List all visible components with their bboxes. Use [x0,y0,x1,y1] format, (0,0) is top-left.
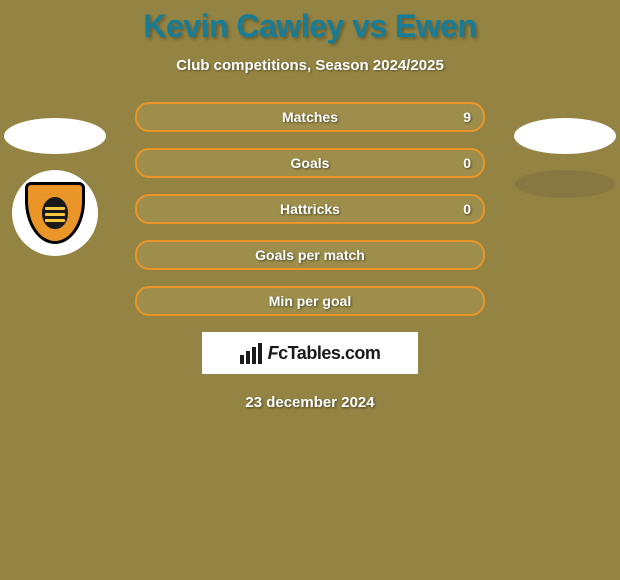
stat-row-hattricks: Hattricks 0 [135,194,485,224]
club-logo-placeholder [515,170,615,198]
brand-logo[interactable]: FcTables.com [202,332,418,374]
stat-label: Goals per match [255,247,365,263]
stat-value: 9 [463,109,471,125]
player-photo-placeholder [514,118,616,154]
left-player-column [0,118,110,256]
subtitle: Club competitions, Season 2024/2025 [0,57,620,102]
bars-chart-icon [240,343,262,364]
player-photo-placeholder [4,118,106,154]
stat-value: 0 [463,155,471,171]
right-player-column [510,118,620,214]
stat-row-goals-per-match: Goals per match [135,240,485,270]
shield-icon [25,182,85,244]
stat-value: 0 [463,201,471,217]
stat-label: Goals [291,155,330,171]
stat-row-matches: Matches 9 [135,102,485,132]
stat-label: Matches [282,109,338,125]
page-title: Kevin Cawley vs Ewen [0,0,620,57]
date-label: 23 december 2024 [135,394,485,411]
stats-column: Matches 9 Goals 0 Hattricks 0 Goals per … [135,102,485,411]
brand-text: FcTables.com [268,343,381,364]
stat-label: Hattricks [280,201,340,217]
stat-row-goals: Goals 0 [135,148,485,178]
brand-label: cTables.com [278,343,380,363]
stat-row-min-per-goal: Min per goal [135,286,485,316]
stat-label: Min per goal [269,293,351,309]
wasp-icon [42,197,68,229]
club-logo [12,170,98,256]
